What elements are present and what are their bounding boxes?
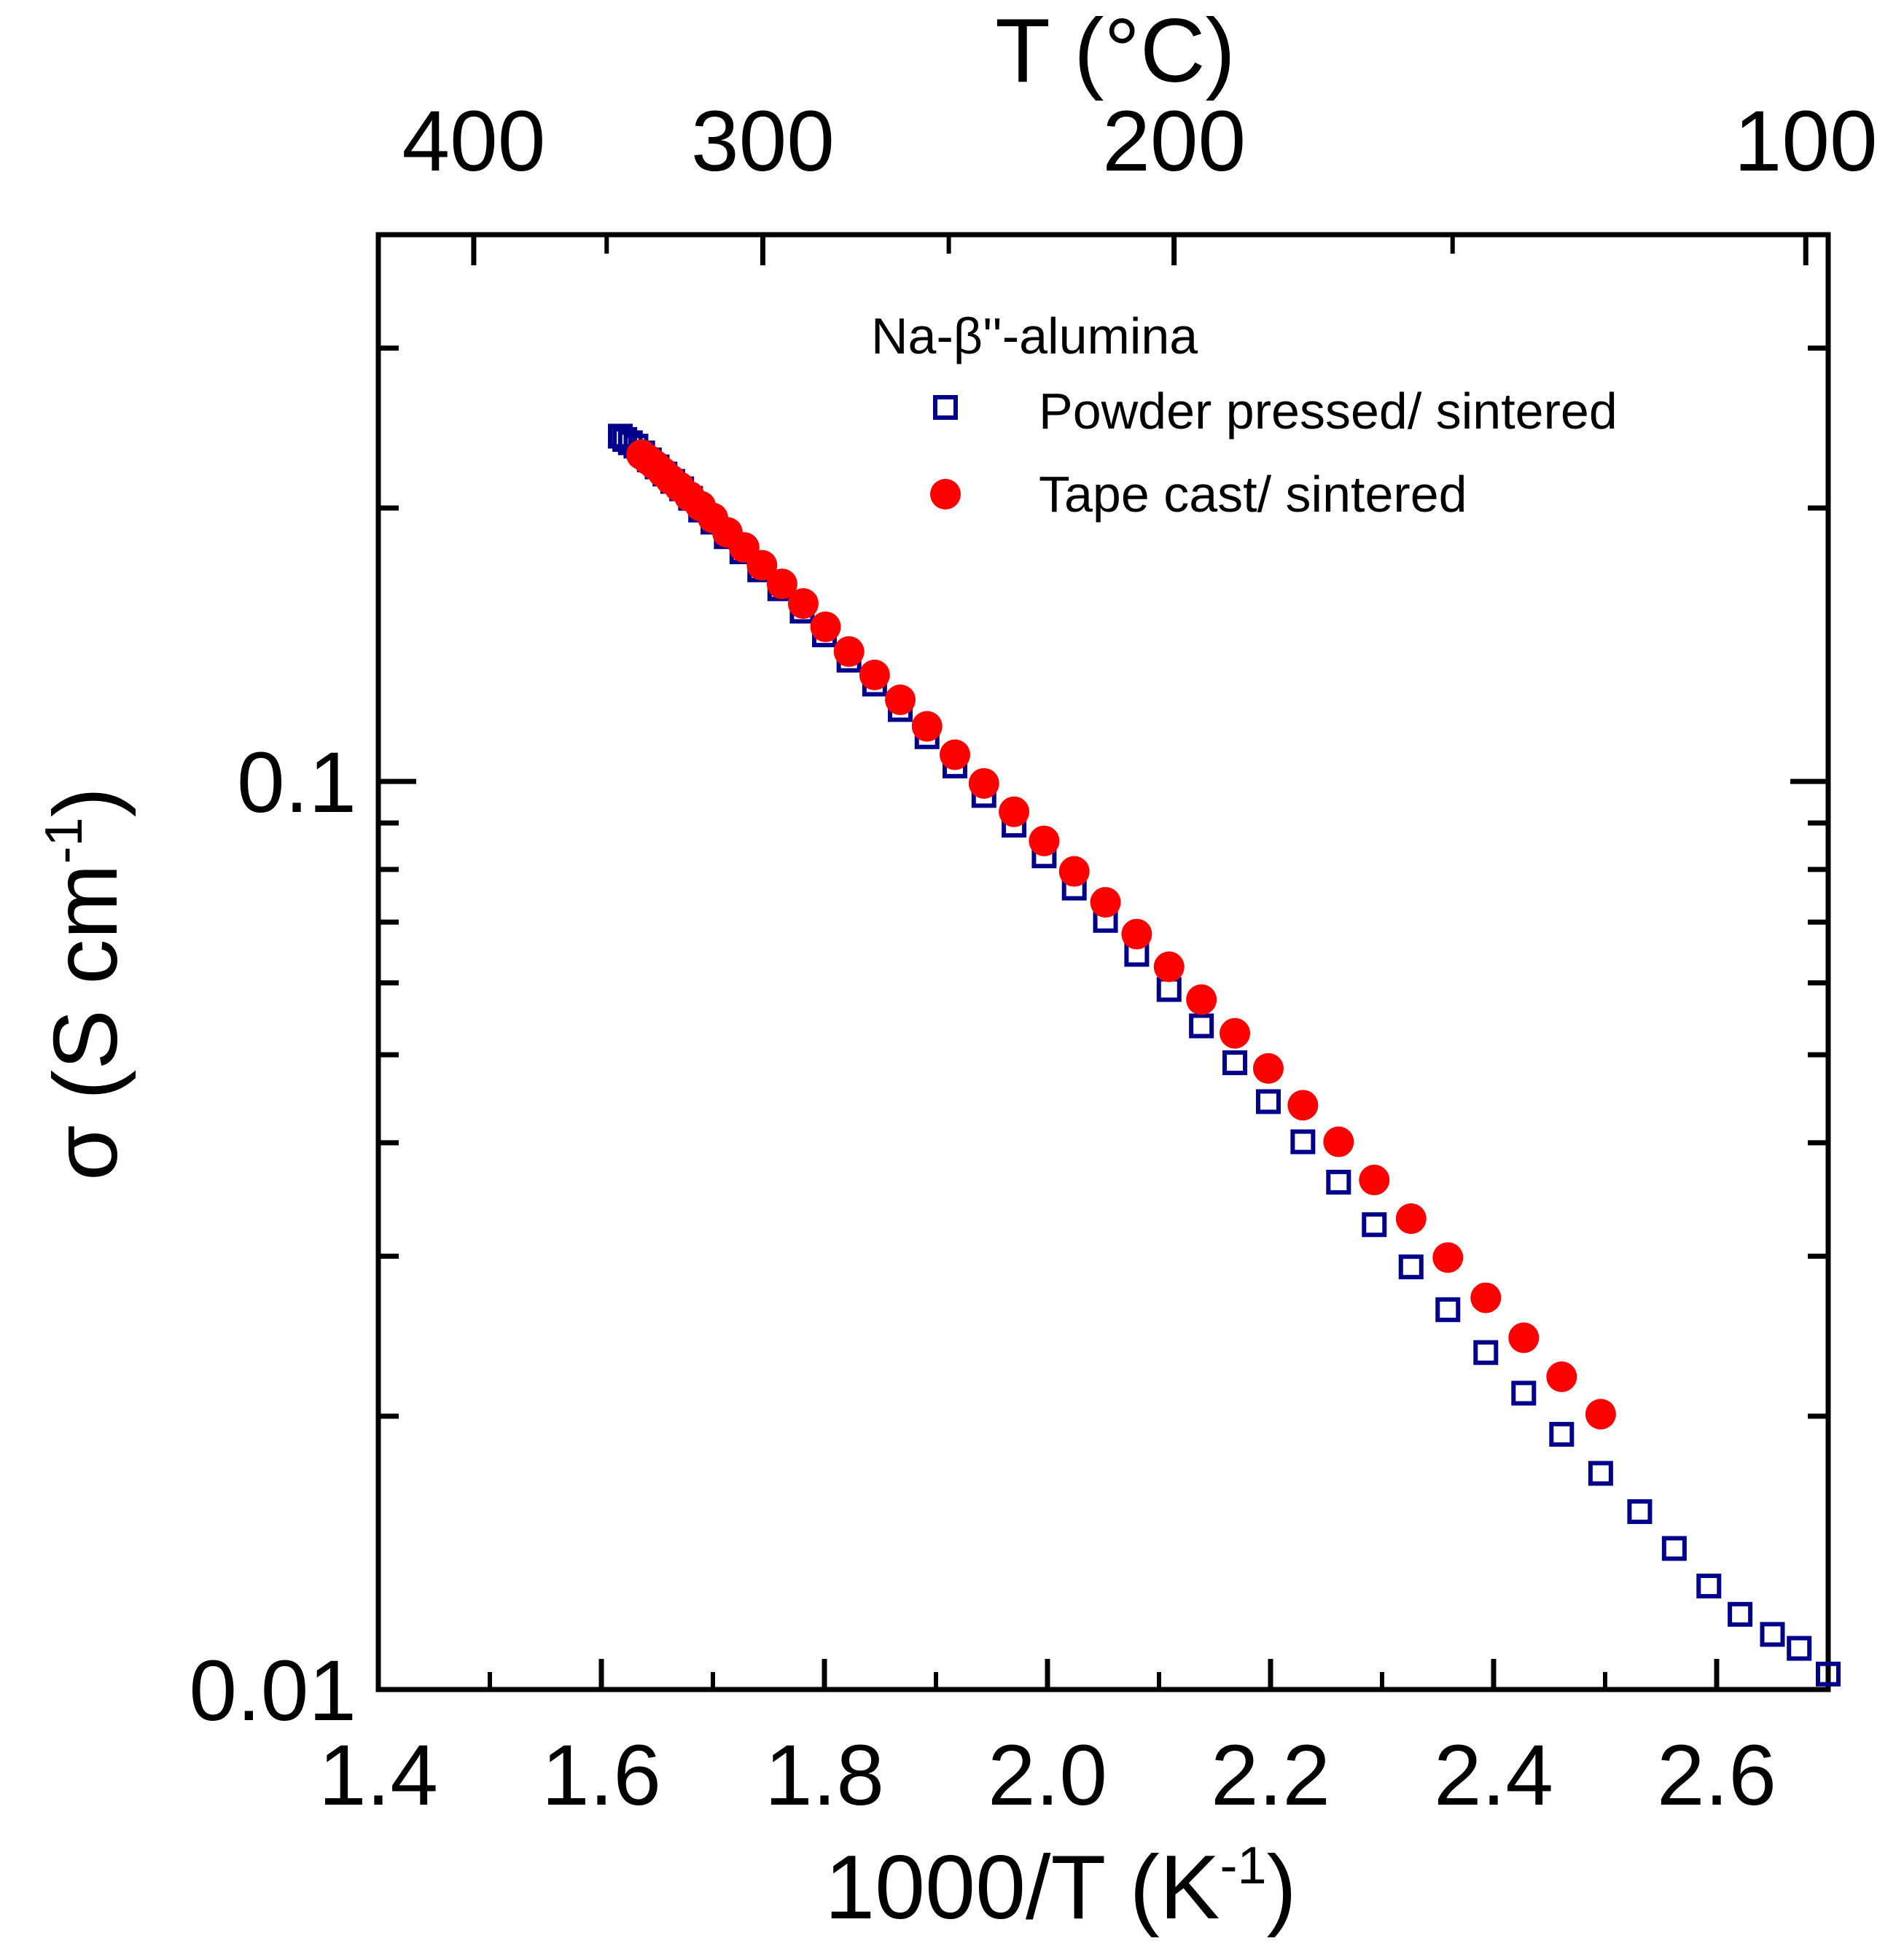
legend-marker-powder [933, 395, 958, 420]
tape-data-point [1323, 1126, 1354, 1157]
tape-data-point [1432, 1242, 1464, 1273]
powder-data-point [1627, 1499, 1653, 1524]
powder-data-point [1760, 1622, 1785, 1647]
tape-data-point [1585, 1399, 1616, 1430]
tape-data-point [1546, 1361, 1577, 1392]
x-axis-title: 1000/T (K-1) [824, 1837, 1297, 1938]
top-tick-label: 200 [1102, 93, 1246, 190]
y-tick-label: 0.1 [237, 735, 356, 831]
top-tick-label: 400 [402, 93, 545, 190]
tape-data-point [1252, 1052, 1284, 1084]
plot-frame [375, 232, 1831, 1692]
powder-data-point [1222, 1050, 1248, 1076]
legend-label-tape: Tape cast/ sintered [1039, 466, 1467, 523]
tape-data-point [746, 550, 778, 581]
powder-data-point [1156, 977, 1182, 1002]
powder-data-point [1290, 1129, 1316, 1155]
powder-data-point [1326, 1169, 1351, 1195]
powder-data-point [1816, 1661, 1841, 1687]
powder-data-point [1549, 1421, 1575, 1447]
powder-data-point [1255, 1089, 1281, 1114]
tape-data-point [1287, 1090, 1319, 1121]
tape-data-point [1058, 856, 1090, 887]
legend-label-powder: Powder pressed/ sintered [1039, 383, 1618, 440]
powder-data-point [1473, 1340, 1499, 1365]
tape-data-point [885, 684, 916, 716]
axes: 1.4 1.6 1.8 2.0 2.2 2.4 2.6 0.1 0.01 400 300 200 100 [189, 93, 1877, 1824]
tape-data-point [833, 636, 865, 667]
tape-data-point [940, 739, 971, 770]
tape-data-point [1470, 1282, 1502, 1313]
powder-data-point [1728, 1601, 1753, 1627]
tape-data-point [1508, 1322, 1540, 1354]
x-tick-label: 1.6 [542, 1727, 661, 1824]
tape-data-point [911, 711, 943, 742]
x-tick-label: 1.8 [765, 1727, 884, 1824]
powder-data-point [1435, 1297, 1461, 1322]
powder-data-point [1362, 1212, 1387, 1238]
powder-data-point [1661, 1536, 1687, 1561]
tape-data-point [1029, 825, 1060, 856]
tape-data-point [810, 611, 841, 642]
tape-data-point [766, 569, 797, 600]
top-tick-label: 100 [1734, 93, 1878, 190]
x-tick-label: 2.4 [1434, 1727, 1553, 1824]
top-axis-title: T (°C) [995, 1, 1236, 101]
tape-data-point [999, 796, 1030, 827]
tape-data-point [1359, 1164, 1390, 1195]
legend-title: Na-β''-alumina [871, 308, 1198, 364]
x-tick-label: 2.2 [1211, 1727, 1330, 1824]
top-tick-label: 300 [691, 93, 835, 190]
tape-data-point [787, 588, 819, 620]
tape-data-point [1153, 951, 1185, 983]
tape-data-point [1186, 984, 1217, 1015]
tape-data-point [859, 659, 890, 690]
powder-data-point [1511, 1380, 1537, 1406]
series-tape-cast [626, 439, 1616, 1430]
tape-data-point [1395, 1203, 1427, 1234]
x-tick-label: 2.6 [1657, 1727, 1776, 1824]
tape-data-point [1090, 886, 1121, 918]
y-axis-title: σ (S cm-1) [35, 787, 136, 1181]
tape-data-point [1121, 918, 1152, 950]
powder-data-point [1787, 1636, 1812, 1661]
x-tick-label: 1.4 [319, 1727, 438, 1824]
legend-marker-tape [930, 479, 961, 509]
legend: Na-β''-alumina Powder pressed/ sintered … [871, 308, 1618, 523]
powder-data-point [1696, 1574, 1722, 1599]
powder-data-point [1588, 1461, 1613, 1486]
x-tick-label: 2.0 [988, 1727, 1107, 1824]
y-tick-label: 0.01 [189, 1643, 356, 1739]
powder-data-point [1189, 1013, 1214, 1039]
tape-data-point [968, 767, 999, 799]
tape-data-point [1220, 1017, 1251, 1049]
powder-data-point [1398, 1254, 1424, 1280]
data-series [608, 423, 1841, 1687]
